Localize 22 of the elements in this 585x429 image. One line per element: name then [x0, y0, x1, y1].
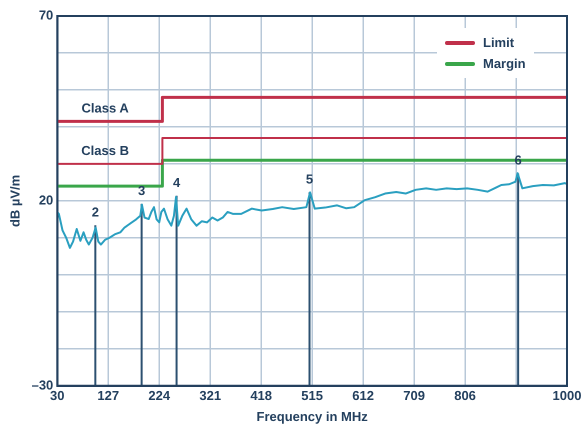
legend-label: Limit — [483, 35, 514, 50]
annotation: Class A — [82, 100, 130, 116]
x-tick-label: 806 — [454, 388, 476, 404]
x-tick-label: 515 — [301, 388, 323, 404]
annotation: Class B — [81, 143, 129, 158]
x-tick-label: 709 — [403, 388, 425, 404]
x-tick-label: 224 — [148, 388, 171, 404]
y-tick-label: 20 — [38, 192, 54, 208]
x-axis-title: Frequency in MHz — [256, 408, 368, 424]
annotation: 3 — [138, 182, 146, 198]
legend-label: Margin — [483, 56, 526, 71]
x-tick-label: 1000 — [552, 388, 582, 404]
x-tick-label: 418 — [250, 388, 272, 404]
x-tick-label: 612 — [352, 388, 374, 404]
annotation: 6 — [514, 152, 522, 168]
annotation: 2 — [92, 204, 99, 220]
x-tick-label: 127 — [97, 388, 120, 404]
annotation: 5 — [306, 171, 314, 186]
y-axis-title: dB µV/m — [7, 174, 22, 228]
annotation: 4 — [172, 174, 181, 190]
y-tick-label: 70 — [38, 8, 54, 23]
x-tick-label: 321 — [199, 388, 222, 404]
